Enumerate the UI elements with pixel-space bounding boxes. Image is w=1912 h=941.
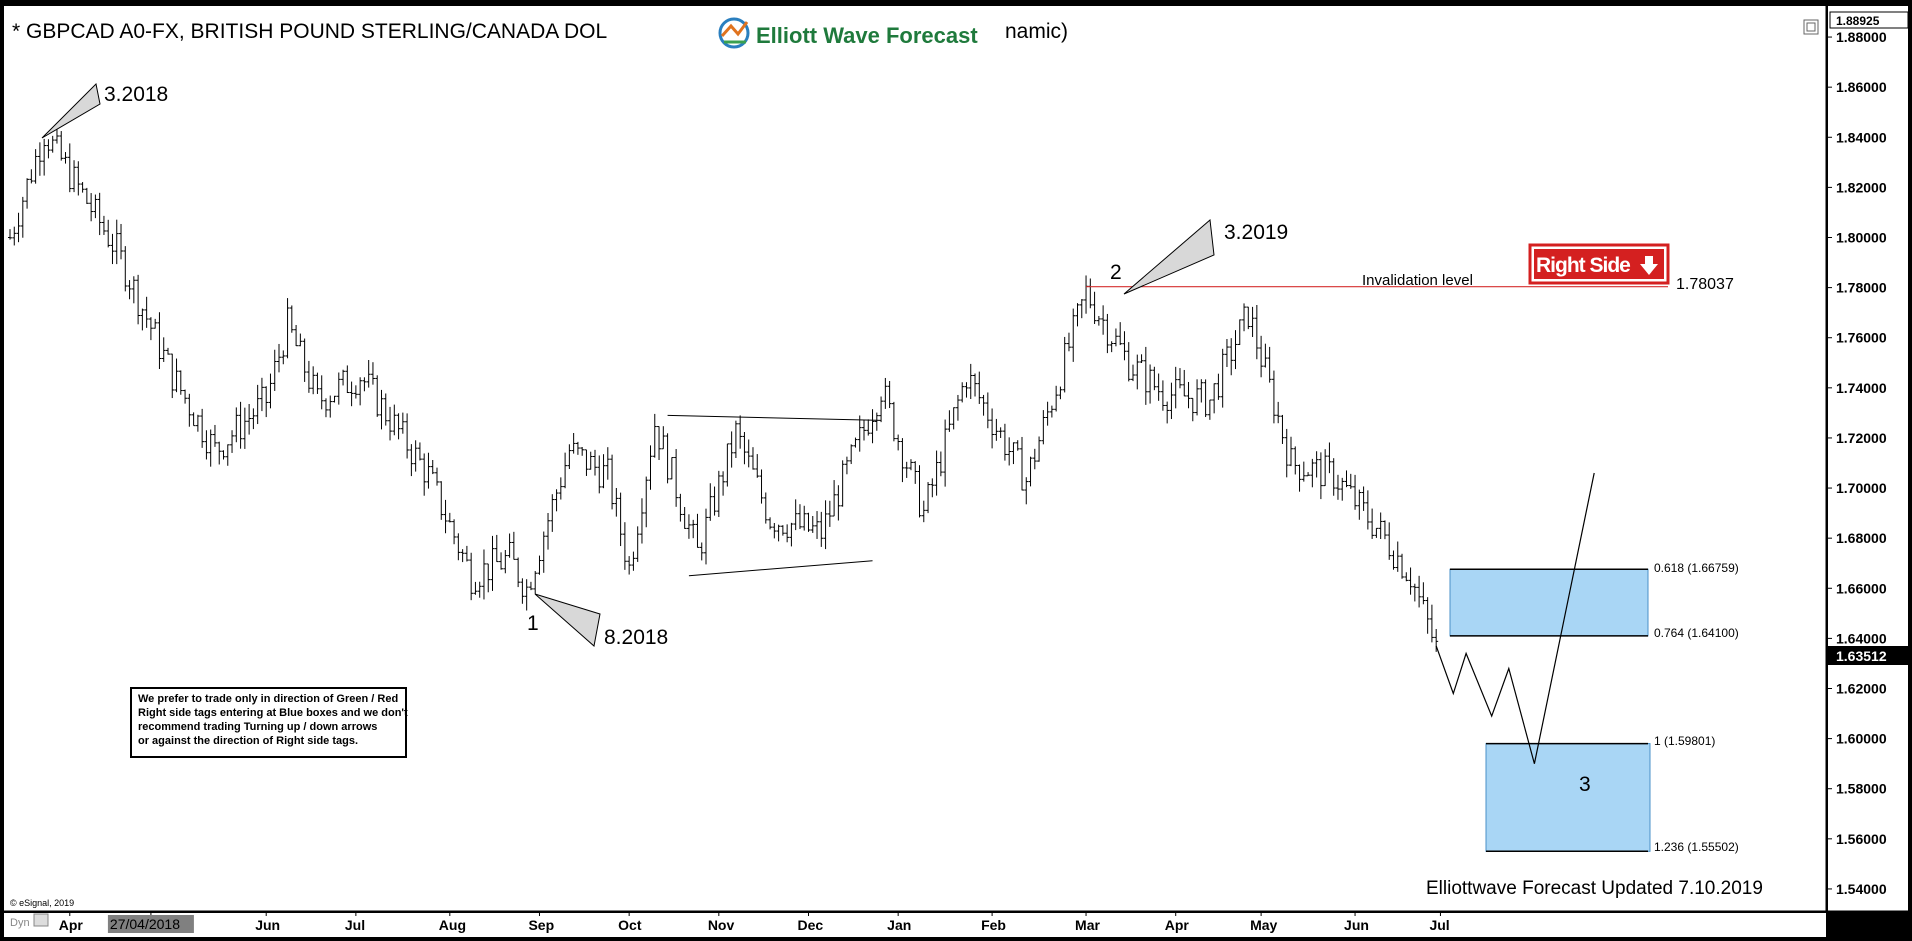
right-side-label: Right Side [1536, 254, 1630, 277]
down-arrow-icon [1640, 256, 1658, 275]
y-tick-label: 1.68000 [1836, 530, 1887, 546]
brand-logo: Elliott Wave Forecast [718, 17, 978, 49]
updated-label: Elliottwave Forecast Updated 7.10.2019 [1426, 878, 1763, 899]
y-tick-label: 1.74000 [1836, 380, 1887, 396]
wave-3-label: 3 [1579, 773, 1591, 796]
fib-1-label: 1 (1.59801) [1654, 734, 1715, 748]
y-tick-label: 1.66000 [1836, 580, 1887, 596]
x-tick-label: Jun [1344, 917, 1369, 933]
last-price-label: 1.63512 [1836, 648, 1887, 664]
y-tick-label: 1.70000 [1836, 480, 1887, 496]
cursor-date-label: 27/04/2018 [110, 916, 180, 932]
wave-1-label: 1 [527, 612, 539, 635]
last-price-tag [1828, 646, 1908, 665]
chart-title: * GBPCAD A0-FX, BRITISH POUND STERLING/C… [12, 20, 607, 43]
peak-2018-label: 3.2018 [104, 83, 168, 106]
y-axis: 1.88000 1.86000 1.84000 1.82000 1.80000 1.780… [1826, 29, 1887, 897]
x-tick-label: May [1250, 917, 1277, 933]
invalidation-label: Invalidation level [1362, 272, 1473, 289]
wave-2-date: 3.2019 [1224, 221, 1288, 244]
x-axis: Apr 27/04/2018 Jun Jul Aug Sep Oct Nov Dec Jan Feb… [59, 911, 1450, 933]
updated-shadow: Elliottwave Forecast Updated 7.10.2019 [1428, 880, 1765, 901]
chart-overlays [667, 286, 1668, 764]
y-tick-label: 1.82000 [1836, 179, 1887, 195]
disclaimer-box: We prefer to trade only in direction of … [130, 687, 408, 758]
y-tick-label: 1.60000 [1836, 731, 1887, 747]
x-tick-label: Sep [528, 917, 554, 933]
y-tick-label: 1.56000 [1836, 831, 1887, 847]
copyright-label: © eSignal, 2019 [10, 898, 74, 908]
blue-box-1 [1449, 568, 1649, 637]
triangle-lower-line [688, 560, 873, 577]
disclaimer-line-2: Right side tags entering at Blue boxes a… [138, 707, 408, 719]
x-tick-label: Jul [1429, 917, 1449, 933]
top-price-label: 1.88925 [1836, 14, 1880, 28]
x-tick-label: Nov [708, 917, 735, 933]
dyn-toggle-button[interactable] [33, 913, 49, 927]
x-tick-label: Oct [618, 917, 642, 933]
brand-name: Elliott Wave Forecast [756, 23, 978, 48]
cursor-date-box [107, 915, 194, 933]
invalidation-value: 1.78037 [1676, 276, 1734, 293]
disclaimer-line-1: We prefer to trade only in direction of … [138, 693, 398, 705]
wave-1-marker [534, 593, 601, 647]
y-tick-label: 1.86000 [1836, 79, 1887, 95]
x-tick-label: Jun [255, 917, 280, 933]
blue-box-2 [1485, 743, 1651, 852]
x-tick-label: Apr [59, 917, 84, 933]
fib-0764-label: 0.764 (1.64100) [1654, 626, 1739, 640]
y-tick-label: 1.88000 [1836, 29, 1887, 45]
disclaimer-line-3: recommend trading Turning up / down arro… [138, 721, 377, 733]
y-tick-label: 1.62000 [1836, 681, 1887, 697]
y-tick-label: 1.76000 [1836, 330, 1887, 346]
projection-path [1435, 472, 1595, 764]
restore-window-button[interactable] [1803, 19, 1819, 35]
x-tick-label: Jan [887, 917, 911, 933]
dyn-label: Dyn [10, 917, 30, 929]
peak-2018-marker [41, 82, 101, 139]
chart-title-suffix: namic) [1005, 20, 1068, 43]
wave-2-marker [1123, 219, 1215, 295]
y-tick-label: 1.54000 [1836, 881, 1887, 897]
y-tick-label: 1.58000 [1836, 781, 1887, 797]
y-tick-label: 1.78000 [1836, 280, 1887, 296]
y-tick-label: 1.80000 [1836, 230, 1887, 246]
right-side-tag: Right Side [1528, 243, 1670, 285]
wave-2-label: 2 [1110, 261, 1122, 284]
triangle-upper-line [667, 414, 882, 421]
wave-1-date: 8.2018 [604, 626, 668, 649]
x-tick-label: Jul [345, 917, 365, 933]
y-tick-label: 1.72000 [1836, 430, 1887, 446]
x-tick-label: Dec [797, 917, 823, 933]
price-bars [8, 129, 1439, 652]
fib-0618-label: 0.618 (1.66759) [1654, 561, 1739, 575]
fib-boxes [1449, 568, 1651, 853]
time-axis [4, 913, 1826, 937]
y-tick-label: 1.84000 [1836, 129, 1887, 145]
restore-icon [1806, 22, 1816, 32]
fib-1236-label: 1.236 (1.55502) [1654, 840, 1739, 854]
disclaimer-line-4: or against the direction of Right side t… [138, 735, 358, 747]
x-tick-label: Mar [1075, 917, 1100, 933]
top-price-box [1829, 11, 1909, 29]
price-axis [1828, 6, 1908, 911]
x-tick-label: Aug [439, 917, 466, 933]
y-tick-label: 1.64000 [1836, 630, 1887, 646]
x-tick-label: Feb [981, 917, 1006, 933]
x-tick-label: Apr [1165, 917, 1190, 933]
